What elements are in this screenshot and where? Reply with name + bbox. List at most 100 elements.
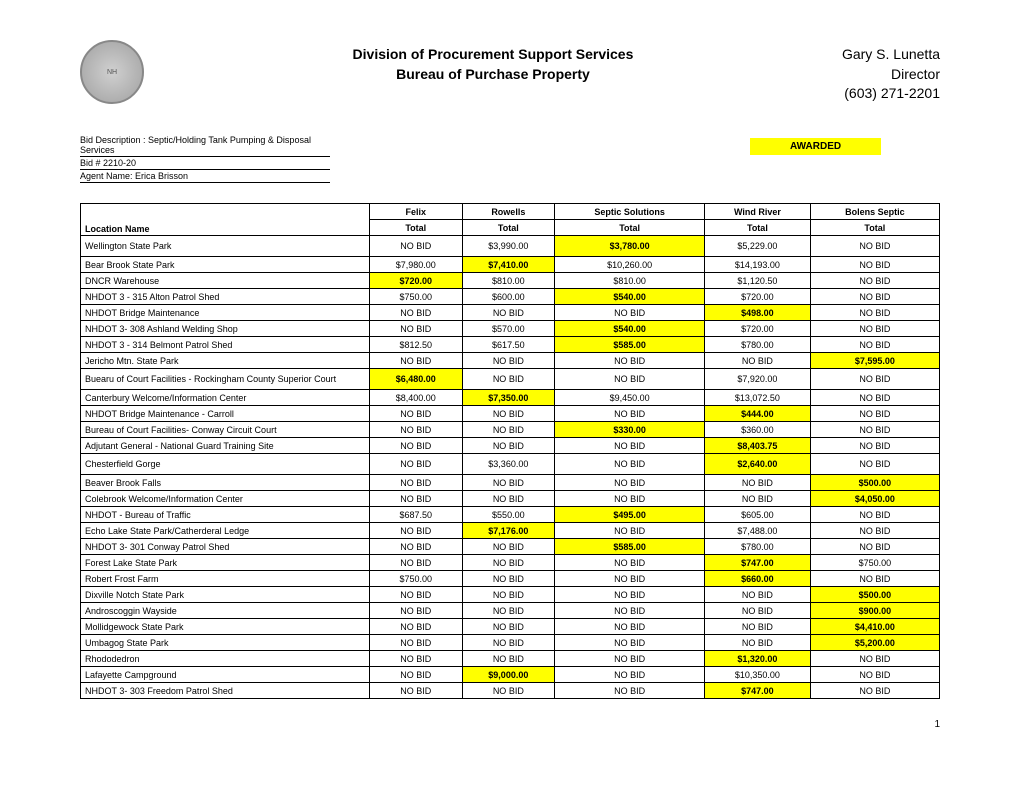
bid-cell: NO BID [370, 523, 463, 539]
director-title: Director [842, 65, 940, 85]
bid-cell: $1,120.50 [705, 273, 811, 289]
table-row: Jericho Mtn. State ParkNO BIDNO BIDNO BI… [81, 353, 940, 369]
location-cell: Beaver Brook Falls [81, 475, 370, 491]
bid-cell: NO BID [555, 635, 705, 651]
bid-cell: NO BID [810, 337, 939, 353]
bid-cell: NO BID [462, 369, 555, 390]
bid-cell: NO BID [370, 651, 463, 667]
bid-cell: $444.00 [705, 406, 811, 422]
table-row: NHDOT Bridge Maintenance - CarrollNO BID… [81, 406, 940, 422]
bid-cell: NO BID [462, 422, 555, 438]
vendor-header: Felix [370, 204, 463, 220]
bid-cell: $9,450.00 [555, 390, 705, 406]
bid-cell: $498.00 [705, 305, 811, 321]
bid-cell: NO BID [370, 422, 463, 438]
bid-cell: NO BID [370, 236, 463, 257]
bid-cell: NO BID [370, 587, 463, 603]
bid-cell: NO BID [555, 651, 705, 667]
bid-cell: $5,229.00 [705, 236, 811, 257]
bid-cell: NO BID [555, 619, 705, 635]
location-cell: Colebrook Welcome/Information Center [81, 491, 370, 507]
bid-cell: $3,360.00 [462, 454, 555, 475]
bid-cell: NO BID [462, 619, 555, 635]
bid-cell: NO BID [705, 587, 811, 603]
bid-cell: NO BID [810, 651, 939, 667]
bid-cell: $600.00 [462, 289, 555, 305]
table-row: Androscoggin WaysideNO BIDNO BIDNO BIDNO… [81, 603, 940, 619]
table-row: Forest Lake State ParkNO BIDNO BIDNO BID… [81, 555, 940, 571]
bid-cell: NO BID [370, 321, 463, 337]
bid-cell: NO BID [370, 438, 463, 454]
bid-cell: NO BID [810, 438, 939, 454]
bid-cell: NO BID [462, 406, 555, 422]
vendor-header: Rowells [462, 204, 555, 220]
bid-cell: $7,350.00 [462, 390, 555, 406]
bid-cell: NO BID [810, 454, 939, 475]
bid-cell: $8,400.00 [370, 390, 463, 406]
bid-cell: NO BID [810, 236, 939, 257]
bid-cell: NO BID [370, 603, 463, 619]
bid-cell: $360.00 [705, 422, 811, 438]
bid-cell: $585.00 [555, 539, 705, 555]
bid-cell: $7,176.00 [462, 523, 555, 539]
location-cell: Androscoggin Wayside [81, 603, 370, 619]
vendor-header: Wind River [705, 204, 811, 220]
bid-cell: $495.00 [555, 507, 705, 523]
location-cell: Lafayette Campground [81, 667, 370, 683]
bid-cell: $10,260.00 [555, 257, 705, 273]
bid-cell: NO BID [462, 683, 555, 699]
bid-cell: NO BID [462, 571, 555, 587]
bid-cell: $747.00 [705, 555, 811, 571]
bid-cell: NO BID [462, 438, 555, 454]
location-cell: Echo Lake State Park/Catherderal Ledge [81, 523, 370, 539]
bid-cell: NO BID [370, 683, 463, 699]
bid-cell: $3,990.00 [462, 236, 555, 257]
location-cell: NHDOT - Bureau of Traffic [81, 507, 370, 523]
location-cell: Jericho Mtn. State Park [81, 353, 370, 369]
bid-cell: NO BID [370, 555, 463, 571]
bid-cell: NO BID [462, 491, 555, 507]
location-cell: Canterbury Welcome/Information Center [81, 390, 370, 406]
table-row: NHDOT 3 - 315 Alton Patrol Shed$750.00$6… [81, 289, 940, 305]
table-row: Colebrook Welcome/Information Center NO B… [81, 491, 940, 507]
location-cell: NHDOT 3- 301 Conway Patrol Shed [81, 539, 370, 555]
location-cell: NHDOT 3- 308 Ashland Welding Shop [81, 321, 370, 337]
bid-cell: $570.00 [462, 321, 555, 337]
bid-cell: NO BID [810, 683, 939, 699]
bid-cell: NO BID [810, 369, 939, 390]
bid-cell: $750.00 [370, 289, 463, 305]
bid-cell: NO BID [462, 635, 555, 651]
bid-cell: NO BID [555, 587, 705, 603]
bid-cell: NO BID [555, 369, 705, 390]
table-row: NHDOT Bridge MaintenanceNO BIDNO BIDNO B… [81, 305, 940, 321]
table-head: Location Name Felix Rowells Septic Solut… [81, 204, 940, 236]
bid-cell: NO BID [370, 353, 463, 369]
bid-cell: $7,980.00 [370, 257, 463, 273]
table-row: Umbagog State ParkNO BIDNO BIDNO BIDNO B… [81, 635, 940, 651]
table-body: Wellington State ParkNO BID$3,990.00$3,7… [81, 236, 940, 699]
bid-cell: NO BID [705, 603, 811, 619]
bid-cell: NO BID [555, 353, 705, 369]
bid-cell: $810.00 [462, 273, 555, 289]
agent-name: Agent Name: Erica Brisson [80, 170, 330, 183]
bid-cell: $617.50 [462, 337, 555, 353]
vendor-header: Septic Solutions [555, 204, 705, 220]
table-row: RhododedronNO BIDNO BIDNO BID$1,320.00NO… [81, 651, 940, 667]
table-row: NHDOT 3- 301 Conway Patrol ShedNO BIDNO … [81, 539, 940, 555]
bid-cell: NO BID [462, 555, 555, 571]
bid-cell: NO BID [810, 273, 939, 289]
bid-cell: $500.00 [810, 475, 939, 491]
bid-cell: NO BID [810, 571, 939, 587]
location-cell: Bureau of Court Facilities- Conway Circu… [81, 422, 370, 438]
bid-cell: NO BID [370, 539, 463, 555]
bid-cell: NO BID [555, 683, 705, 699]
bid-cell: NO BID [462, 651, 555, 667]
table-row: Bureau of Court Facilities- Conway Circu… [81, 422, 940, 438]
bid-cell: $687.50 [370, 507, 463, 523]
table-row: NHDOT - Bureau of Traffic$687.50$550.00$… [81, 507, 940, 523]
location-cell: Adjutant General - National Guard Traini… [81, 438, 370, 454]
bid-cell: NO BID [810, 257, 939, 273]
bid-cell: NO BID [810, 422, 939, 438]
table-row: Bear Brook State Park$7,980.00$7,410.00$… [81, 257, 940, 273]
bid-cell: $6,480.00 [370, 369, 463, 390]
